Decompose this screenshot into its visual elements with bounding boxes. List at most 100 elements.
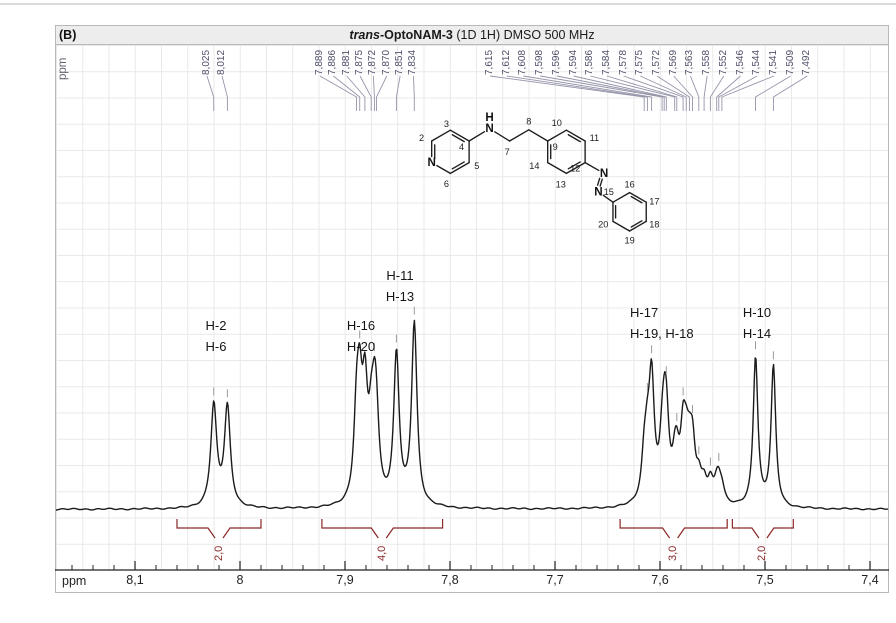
x-axis-tick-label: 8,1 (126, 573, 144, 587)
x-axis-tick-label: 7,9 (336, 573, 354, 587)
peak-ppm-label: 7,886 (327, 49, 339, 75)
peak-ppm-label: 7,569 (667, 49, 679, 75)
peak-ppm-label: 7,575 (634, 49, 646, 75)
pyridine-ring-double-bond (451, 161, 465, 170)
bond-azo-c15 (602, 194, 614, 203)
pyridine-ring-bond (449, 129, 470, 142)
azo-double-bond (599, 178, 603, 187)
peak-ppm-label: 7,889 (314, 49, 325, 75)
assignment-label: H-11 H-13 (330, 265, 470, 307)
atom-number-label: 6 (444, 179, 449, 189)
integral-value: 2,0 (756, 545, 769, 561)
atom-number-label: 7 (505, 147, 510, 157)
assignment-line: H-6 (205, 339, 227, 354)
benzene-ring-bond (547, 129, 568, 142)
atom-number-label: 9 (553, 142, 558, 152)
peak-ppm-label: 7,584 (600, 49, 612, 75)
atom-number-label: 20 (598, 220, 608, 230)
peak-ppm-label: 7,594 (567, 49, 579, 75)
peak-ppm-label: 7,875 (354, 49, 366, 75)
assignment-line: H-16 (346, 318, 376, 333)
peak-ppm-label: 7,586 (584, 49, 596, 75)
title-compound-prefix: trans (349, 28, 380, 42)
assignment-line: H-13 (385, 289, 415, 304)
atom-number-label: 3 (444, 119, 449, 129)
atom-number-label: 5 (474, 161, 479, 171)
benzene-ring-double-bond (567, 134, 581, 143)
assignment-label: H-10 H-14 (687, 302, 827, 344)
peak-ppm-label: 7,541 (767, 49, 779, 75)
phenyl-ring-double-bond (630, 220, 643, 228)
title-compound-name: -OptoNAM-3 (379, 28, 453, 42)
peak-ppm-label: 7,596 (550, 49, 562, 75)
peak-ppm-label: 8,025 (201, 49, 212, 75)
phenyl-ring-bond (628, 220, 647, 232)
x-axis-tick-label: 7,8 (441, 573, 459, 587)
azo-double-bond (596, 177, 601, 186)
phenyl-ring-bond (612, 220, 631, 232)
peak-ppm-label: 7,578 (617, 49, 629, 75)
title-experiment-info: (1D 1H) DMSO 500 MHz (452, 28, 595, 42)
atom-number-label: 2 (419, 133, 424, 143)
assignment-label: H-16 H-20 (291, 315, 431, 357)
phenyl-ring-double-bond (630, 195, 643, 204)
pyridine-ring-bond (449, 161, 470, 175)
peak-ppm-label: 7,872 (367, 49, 379, 75)
azo-n-atom: N (600, 167, 608, 180)
peak-ppm-label: 7,834 (407, 49, 419, 75)
peak-ppm-label: 7,598 (534, 49, 546, 75)
peak-ppm-label: 7,552 (717, 49, 729, 75)
assignment-line: H-20 (346, 339, 376, 354)
peak-ppm-label: 7,563 (684, 49, 696, 75)
peak-ppm-label: 7,608 (517, 49, 529, 75)
x-axis-unit-label: ppm (62, 574, 87, 588)
peak-ppm-label: 7,492 (801, 49, 813, 75)
spectrum-title: trans-OptoNAM-3 (1D 1H) DMSO 500 MHz (349, 28, 594, 42)
page-top-rule (0, 3, 896, 5)
atom-number-label: 18 (649, 220, 659, 230)
amine-n-atom: N (485, 122, 493, 135)
atom-number-label: 8 (526, 116, 531, 126)
peak-ppm-label: 7,544 (751, 49, 763, 75)
pyridine-ring-double-bond (451, 134, 465, 143)
peak-ppm-label: 7,881 (340, 49, 352, 75)
ppm-unit-label: ppm (57, 57, 69, 80)
azo-n-atom: N (594, 185, 602, 198)
assignment-line: H-11 (386, 268, 414, 283)
atom-number-label: 12 (570, 164, 580, 174)
peak-ppm-label: 7,612 (500, 49, 512, 75)
peak-ppm-label: 7,572 (651, 49, 662, 75)
atom-number-label: 17 (649, 196, 659, 206)
assignment-label: H-2 H-6 (146, 315, 286, 357)
spectrum-header: (B) trans-OptoNAM-3 (1D 1H) DMSO 500 MHz (55, 25, 889, 45)
benzene-ring-bond (547, 161, 568, 175)
assignment-line: H-17 (630, 305, 659, 320)
panel-corner-label: (B) (59, 28, 77, 42)
pyridine-n-atom: N (428, 156, 436, 169)
x-axis-tick-label: 7,7 (546, 573, 564, 587)
atom-number-label: 11 (590, 133, 600, 143)
phenyl-ring-bond (628, 191, 647, 203)
peak-ppm-label: 7,558 (701, 49, 713, 75)
assignment-line: H-10 (742, 305, 772, 320)
x-axis-tick-label: 7,4 (861, 573, 879, 587)
amine-h-atom: H (485, 111, 493, 124)
peak-ppm-label: 7,615 (484, 49, 495, 75)
pyridine-ring-bond (431, 129, 452, 142)
peak-ppm-label: 8,012 (216, 49, 227, 75)
x-axis-tick-label: 8 (236, 573, 244, 587)
atom-number-label: 13 (556, 180, 566, 190)
benzene-ring-double-bond (567, 161, 581, 170)
bond-c7-c8 (508, 129, 530, 142)
x-axis-tick-label: 7,5 (756, 573, 774, 587)
pyridine-ring-bond (436, 164, 452, 175)
bond-c4-nh (468, 131, 486, 142)
integral-value: 3,0 (667, 545, 680, 561)
assignment-line: H-14 (742, 326, 772, 341)
atom-number-label: 10 (552, 118, 562, 128)
atom-number-label: 4 (459, 142, 464, 152)
benzene-ring-bond (565, 129, 586, 142)
integral-value: 4,0 (375, 545, 388, 561)
peak-ppm-label: 7,546 (734, 49, 746, 75)
bond-c12-azo (584, 161, 600, 172)
